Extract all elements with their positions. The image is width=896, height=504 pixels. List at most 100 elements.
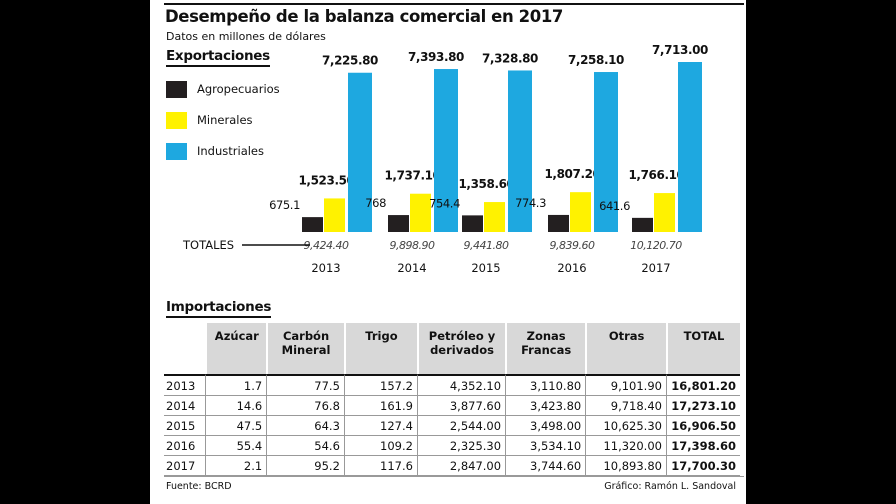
table-row: 2016 55.4 54.6 109.2 2,325.30 3,534.10 11,320.… [164, 436, 740, 456]
imports-header-row: Azúcar Carbón Mineral Trigo Petróleo y d… [164, 323, 740, 374]
data-label-industriales-2017: 7,713.00 [652, 43, 708, 57]
column-header-zonas-francas: Zonas Francas [505, 323, 586, 374]
year-column-header [164, 323, 206, 374]
data-label-minerales-2017: 1,766.10 [628, 168, 684, 182]
legend-swatch-industriales [166, 143, 187, 160]
exports-heading: Exportaciones [166, 48, 270, 67]
data-label-industriales-2013: 7,225.80 [322, 54, 378, 68]
row-year: 2013 [164, 374, 206, 396]
bar-minerales-2013 [324, 198, 345, 232]
table-cell: 77.5 [266, 374, 344, 396]
table-cell: 17,700.30 [665, 456, 740, 476]
infographic-panel: Desempeño de la balanza comercial en 201… [150, 0, 746, 504]
total-label-2013: 9,424.40 [304, 239, 349, 252]
table-cell: 2,325.30 [416, 436, 506, 456]
table-cell: 127.4 [343, 416, 417, 436]
table-cell: 3,498.00 [505, 416, 586, 436]
table-cell: 2,544.00 [416, 416, 506, 436]
total-label-2017: 10,120.70 [630, 239, 682, 252]
data-label-minerales-2013: 1,523.50 [298, 173, 354, 187]
chart-subtitle: Datos en millones de dólares [166, 30, 326, 43]
legend-label-minerales: Minerales [197, 113, 253, 127]
table-cell: 16,801.20 [665, 374, 740, 396]
column-header-otras: Otras [585, 323, 666, 374]
bar-industriales-2016 [594, 72, 618, 232]
imports-table: Azúcar Carbón Mineral Trigo Petróleo y d… [164, 323, 740, 476]
data-label-industriales-2015: 7,328.80 [482, 51, 538, 65]
bar-agropecuarios-2014 [388, 215, 409, 232]
imports-heading: Importaciones [166, 299, 271, 318]
bottom-rule [164, 476, 744, 477]
table-cell: 76.8 [266, 396, 344, 416]
legend-label-industriales: Industriales [197, 144, 265, 158]
bar-minerales-2016 [570, 192, 591, 232]
column-header-azucar: Azúcar [205, 323, 267, 374]
table-cell: 11,320.00 [585, 436, 666, 456]
total-label-2015: 9,441.80 [464, 239, 509, 252]
bar-agropecuarios-2017 [632, 217, 653, 232]
legend-swatch-agropecuarios [166, 81, 187, 98]
x-tick-label-2016: 2016 [557, 261, 586, 275]
totals-label: TOTALES [182, 238, 234, 252]
x-tick-label-2015: 2015 [471, 261, 500, 275]
table-cell: 157.2 [343, 374, 417, 396]
table-cell: 3,877.60 [416, 396, 506, 416]
table-cell: 64.3 [266, 416, 344, 436]
bar-minerales-2014 [410, 193, 431, 232]
table-cell: 161.9 [343, 396, 417, 416]
table-cell: 3,423.80 [505, 396, 586, 416]
table-cell: 9,101.90 [585, 374, 666, 396]
column-header-petroleo: Petróleo y derivados [416, 323, 506, 374]
row-year: 2016 [164, 436, 206, 456]
credit-note: Gráfico: Ramón L. Sandoval [604, 481, 736, 492]
bar-industriales-2013 [348, 72, 372, 232]
table-cell: 10,893.80 [585, 456, 666, 476]
data-label-agropecuarios-2014: 768 [365, 196, 386, 210]
row-year: 2015 [164, 416, 206, 436]
data-label-agropecuarios-2015: 754.4 [429, 196, 460, 210]
row-year: 2017 [164, 456, 206, 476]
x-tick-label-2013: 2013 [311, 261, 340, 275]
table-cell: 109.2 [343, 436, 417, 456]
data-label-agropecuarios-2017: 641.6 [599, 199, 630, 213]
bar-industriales-2015 [508, 70, 532, 232]
data-label-minerales-2014: 1,737.10 [384, 169, 440, 183]
table-cell: 2,847.00 [416, 456, 506, 476]
data-label-industriales-2016: 7,258.10 [568, 53, 624, 67]
table-cell: 4,352.10 [416, 374, 506, 396]
data-label-industriales-2014: 7,393.80 [408, 50, 464, 64]
table-cell: 117.6 [343, 456, 417, 476]
bar-minerales-2015 [484, 202, 505, 232]
source-note: Fuente: BCRD [166, 481, 232, 492]
row-year: 2014 [164, 396, 206, 416]
top-rule [164, 3, 744, 5]
data-label-minerales-2016: 1,807.20 [544, 167, 600, 181]
data-label-minerales-2015: 1,358.60 [458, 177, 514, 191]
table-cell: 55.4 [205, 436, 267, 456]
x-tick-label-2014: 2014 [397, 261, 426, 275]
table-cell: 1.7 [205, 374, 267, 396]
bar-industriales-2014 [434, 69, 458, 232]
bar-minerales-2017 [654, 193, 675, 232]
data-label-agropecuarios-2013: 675.1 [269, 198, 300, 212]
bar-agropecuarios-2016 [548, 214, 569, 232]
column-header-trigo: Trigo [343, 323, 417, 374]
legend-swatch-minerales [166, 112, 187, 129]
table-cell: 17,398.60 [665, 436, 740, 456]
bar-industriales-2017 [678, 62, 702, 232]
bar-agropecuarios-2013 [302, 217, 323, 232]
column-header-total: TOTAL [665, 323, 740, 374]
table-row: 2014 14.6 76.8 161.9 3,877.60 3,423.80 9,718.4… [164, 396, 740, 416]
table-cell: 47.5 [205, 416, 267, 436]
table-cell: 14.6 [205, 396, 267, 416]
table-cell: 3,110.80 [505, 374, 586, 396]
data-label-agropecuarios-2016: 774.3 [515, 196, 546, 210]
table-row: 2013 1.7 77.5 157.2 4,352.10 3,110.80 9,101.90… [164, 374, 740, 396]
table-row: 2017 2.1 95.2 117.6 2,847.00 3,744.60 10,893.8… [164, 456, 740, 476]
table-cell: 95.2 [266, 456, 344, 476]
table-cell: 2.1 [205, 456, 267, 476]
total-label-2014: 9,898.90 [390, 239, 435, 252]
chart-title: Desempeño de la balanza comercial en 201… [165, 7, 563, 26]
total-label-2016: 9,839.60 [550, 239, 595, 252]
legend-label-agropecuarios: Agropecuarios [197, 82, 280, 96]
